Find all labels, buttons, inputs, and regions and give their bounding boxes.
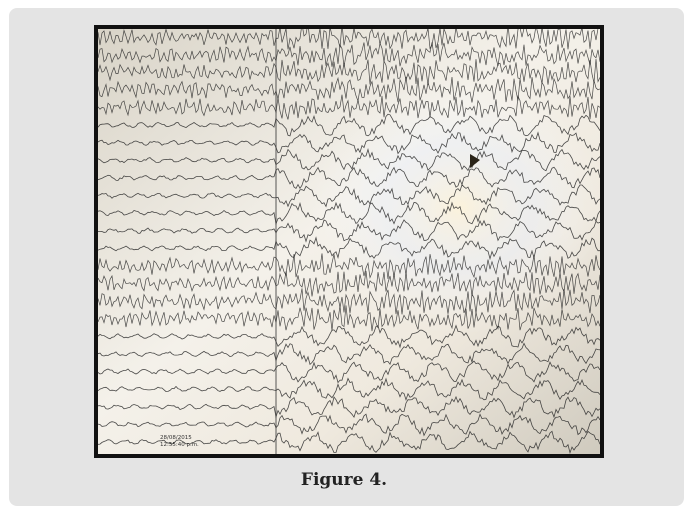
eeg-trace-line: [98, 94, 600, 120]
eeg-trace-line: [98, 430, 600, 454]
eeg-trace-line: [98, 29, 599, 50]
eeg-trace-line: [98, 184, 600, 208]
eeg-trace-line: [98, 219, 600, 243]
eeg-trace-line: [98, 148, 600, 172]
eeg-trace-line: [98, 324, 600, 349]
eeg-trace-line: [98, 58, 600, 86]
eeg-traces: [98, 29, 600, 454]
mouse-cursor-icon: [470, 154, 480, 168]
eeg-trace-line: [98, 305, 600, 332]
svg-text:12:55:40 p.m.: 12:55:40 p.m.: [160, 442, 199, 448]
eeg-trace-line: [98, 76, 600, 103]
eeg-trace-line: [98, 413, 600, 437]
eeg-trace-line: [98, 270, 600, 297]
eeg-trace-line: [98, 201, 600, 226]
eeg-trace-line: [98, 41, 600, 67]
eeg-trace-line: [98, 395, 600, 419]
eeg-trace-line: [98, 131, 600, 155]
eeg-photo: 28/08/2015 12:55:40 p.m.: [94, 25, 604, 458]
eeg-trace-line: [98, 113, 600, 137]
eeg-trace-line: [98, 377, 600, 401]
eeg-trace-line: [98, 288, 600, 315]
eeg-trace-line: [98, 236, 600, 261]
eeg-trace-line: [98, 166, 600, 190]
eeg-trace-plot: 28/08/2015 12:55:40 p.m.: [98, 29, 600, 454]
timestamp-label: 28/08/2015 12:55:40 p.m.: [160, 435, 199, 448]
eeg-trace-line: [98, 253, 600, 280]
figure-caption: Figure 4.: [300, 470, 388, 490]
svg-text:28/08/2015: 28/08/2015: [160, 435, 192, 441]
eeg-trace-line: [98, 342, 600, 366]
eeg-trace-line: [98, 360, 600, 384]
